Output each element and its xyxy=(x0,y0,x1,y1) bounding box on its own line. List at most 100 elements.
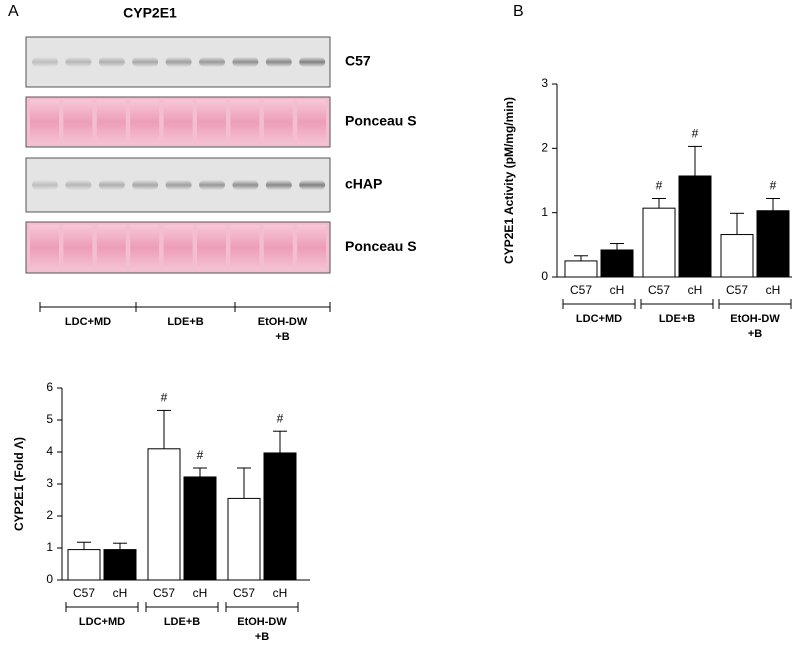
bar-label: C57 xyxy=(233,586,255,600)
bar xyxy=(103,549,137,581)
y-tick-label: 1 xyxy=(46,540,53,554)
bar-label: cH xyxy=(113,586,128,600)
bar xyxy=(642,207,676,278)
ponceau-lane xyxy=(96,100,126,144)
y-axis-label: CYP2E1 (Fold Λ) xyxy=(12,437,26,531)
blot-band xyxy=(299,57,326,67)
blot-band xyxy=(265,57,292,67)
blot-band xyxy=(165,180,192,190)
group-label: LDC+MD xyxy=(65,316,111,328)
bar-label: cH xyxy=(766,283,781,297)
bar xyxy=(678,175,712,278)
y-tick-label: 5 xyxy=(46,412,53,426)
bar xyxy=(564,260,598,278)
group-label: +B xyxy=(255,631,269,643)
group-label: EtOH-DW xyxy=(730,313,780,325)
y-tick-label: 2 xyxy=(541,141,548,155)
group-label: EtOH-DW xyxy=(237,616,287,628)
y-tick-label: 1 xyxy=(541,205,548,219)
bar xyxy=(147,448,181,581)
bar-label: C57 xyxy=(153,586,175,600)
blot-band xyxy=(232,180,259,190)
panel-label: B xyxy=(513,3,524,20)
significance-mark: # xyxy=(770,179,777,193)
bar xyxy=(756,210,790,278)
blot-row-label: Ponceau S xyxy=(345,238,417,254)
blot-band xyxy=(199,57,225,67)
group-label: LDE+B xyxy=(164,616,200,628)
ponceau-lane xyxy=(130,100,160,144)
bar-label: C57 xyxy=(648,283,670,297)
blot-row-label: C57 xyxy=(345,53,371,69)
y-axis-label: CYP2E1 Activity (pM/mg/min) xyxy=(502,97,516,264)
bar-label: C57 xyxy=(570,283,592,297)
ponceau-lane xyxy=(297,225,327,270)
ponceau-lane xyxy=(30,225,59,270)
blot-title: CYP2E1 xyxy=(123,5,177,21)
y-tick-label: 2 xyxy=(46,508,53,522)
y-tick-label: 4 xyxy=(46,444,53,458)
ponceau-lane xyxy=(197,100,226,144)
ponceau-lane xyxy=(263,225,293,270)
blot-band xyxy=(65,180,92,190)
blot-row-label: cHAP xyxy=(345,176,382,192)
ponceau-lane xyxy=(163,100,193,144)
ponceau-lane xyxy=(297,100,327,144)
group-label: LDC+MD xyxy=(576,313,622,325)
bar xyxy=(600,249,634,278)
y-tick-label: 3 xyxy=(541,76,548,90)
y-tick-label: 6 xyxy=(46,380,53,394)
y-tick-label: 0 xyxy=(46,572,53,586)
group-label: LDE+B xyxy=(167,316,203,328)
blot-band xyxy=(32,180,58,190)
blot-band xyxy=(232,57,259,67)
ponceau-lane xyxy=(163,225,193,270)
blot-band xyxy=(132,180,159,190)
group-label: EtOH-DW xyxy=(258,316,308,328)
ponceau-lane xyxy=(230,100,260,144)
ponceau-lane xyxy=(96,225,126,270)
significance-mark: # xyxy=(692,127,699,141)
significance-mark: # xyxy=(161,391,168,405)
blot-band xyxy=(199,180,225,190)
bar-label: cH xyxy=(193,586,208,600)
bar-label: C57 xyxy=(73,586,95,600)
bar xyxy=(67,549,101,581)
bar-label: cH xyxy=(688,283,703,297)
ponceau-lane xyxy=(63,100,93,144)
significance-mark: # xyxy=(277,411,284,425)
blot-band xyxy=(98,180,125,190)
bar xyxy=(183,476,217,581)
blot-row-label: Ponceau S xyxy=(345,113,417,129)
y-tick-label: 3 xyxy=(46,476,53,490)
ponceau-lane xyxy=(63,225,93,270)
ponceau-lane xyxy=(230,225,260,270)
blot-band xyxy=(265,180,292,190)
blot-band xyxy=(165,57,192,67)
bar xyxy=(263,452,297,581)
blot-band xyxy=(98,57,125,67)
significance-mark: # xyxy=(197,448,204,462)
group-label: +B xyxy=(275,331,289,343)
bar xyxy=(227,497,261,581)
blot-band xyxy=(299,180,326,190)
bar-label: C57 xyxy=(726,283,748,297)
y-tick-label: 0 xyxy=(541,269,548,283)
bar-label: cH xyxy=(273,586,288,600)
bar-label: cH xyxy=(610,283,625,297)
ponceau-lane xyxy=(130,225,160,270)
ponceau-lane xyxy=(30,100,59,144)
bar xyxy=(720,234,754,278)
blot-band xyxy=(132,57,159,67)
panel-label: A xyxy=(8,3,19,20)
ponceau-lane xyxy=(263,100,293,144)
significance-mark: # xyxy=(656,179,663,193)
ponceau-lane xyxy=(197,225,226,270)
blot-band xyxy=(65,57,92,67)
blot-band xyxy=(32,57,58,67)
group-label: LDE+B xyxy=(659,313,695,325)
group-label: LDC+MD xyxy=(79,616,125,628)
group-label: +B xyxy=(748,328,762,340)
